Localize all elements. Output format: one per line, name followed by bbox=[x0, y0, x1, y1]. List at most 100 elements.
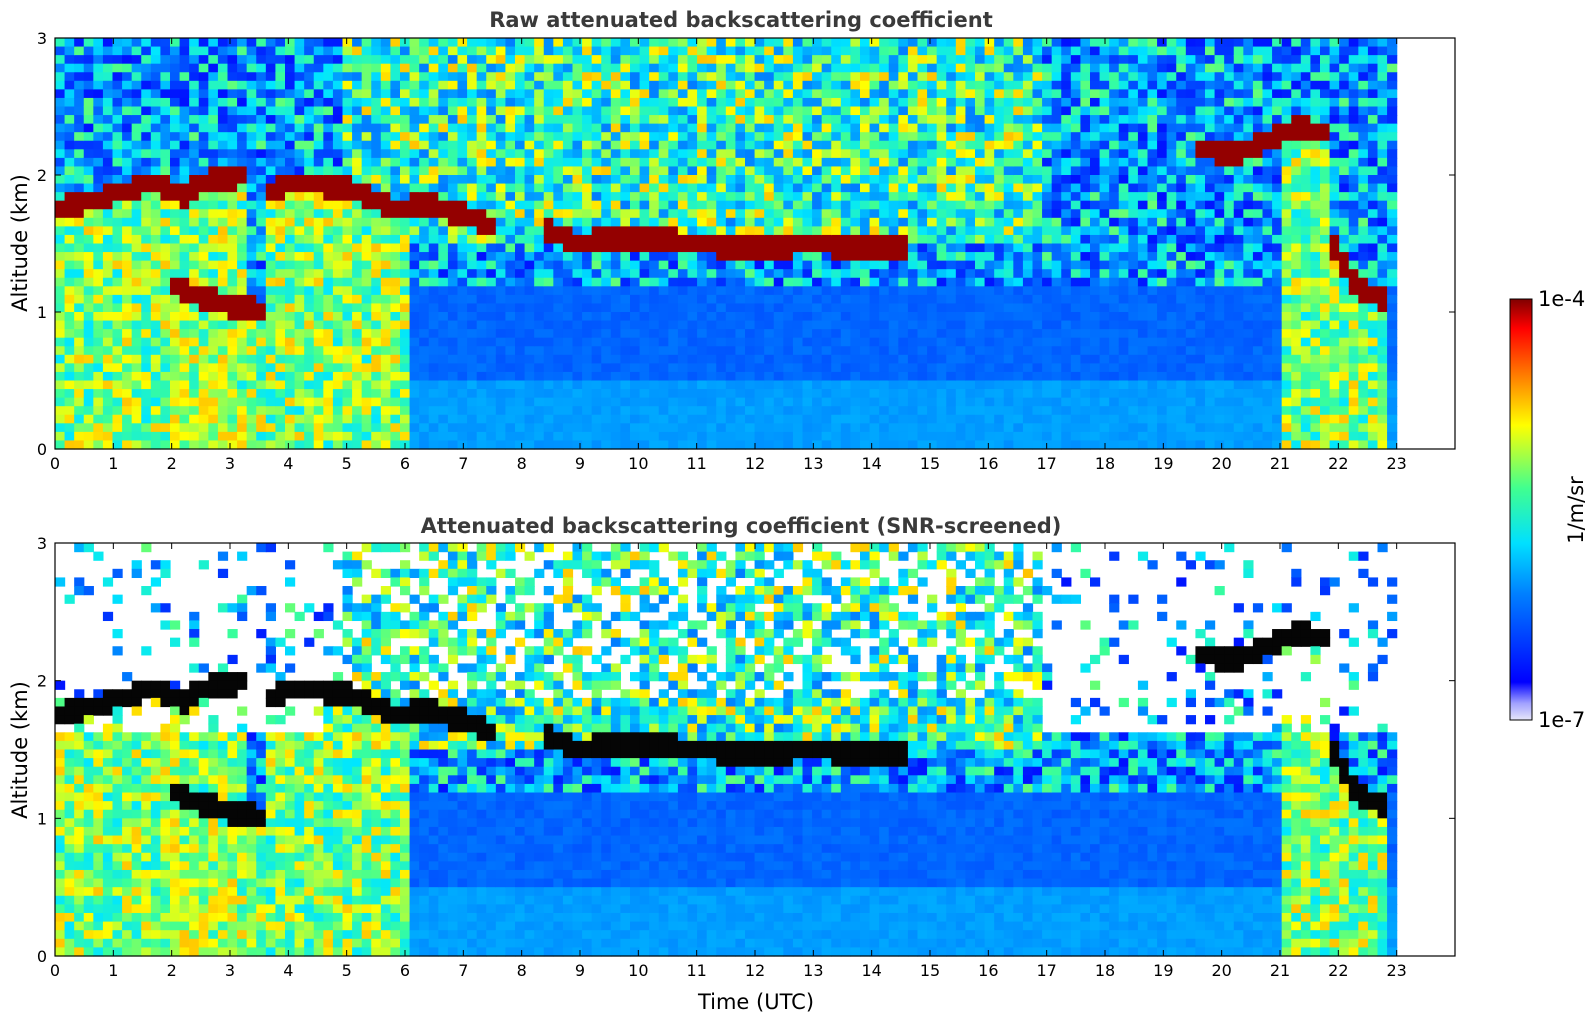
heatmap-cell bbox=[294, 46, 305, 56]
heatmap-cell bbox=[610, 354, 622, 364]
heatmap-cell bbox=[285, 294, 296, 305]
heatmap-cell bbox=[217, 200, 229, 210]
heatmap-cell bbox=[438, 234, 449, 245]
heatmap-cell bbox=[64, 217, 75, 227]
heatmap-cell bbox=[706, 320, 717, 330]
heatmap-cell bbox=[802, 389, 813, 399]
heatmap-cell bbox=[994, 72, 1005, 82]
heatmap-cell bbox=[591, 89, 602, 99]
heatmap-cell bbox=[802, 97, 813, 108]
heatmap-cell bbox=[198, 431, 209, 442]
heatmap-cell bbox=[716, 406, 727, 416]
heatmap-cell bbox=[265, 192, 277, 202]
heatmap-cell bbox=[1032, 132, 1043, 142]
heatmap-cell bbox=[524, 97, 535, 108]
heatmap-cell bbox=[706, 354, 717, 364]
heatmap-cell bbox=[275, 346, 286, 356]
heatmap-cell bbox=[285, 183, 296, 193]
heatmap-cell bbox=[198, 277, 209, 287]
heatmap-cell bbox=[869, 303, 880, 313]
heatmap-cell bbox=[179, 371, 190, 382]
heatmap-cell bbox=[524, 226, 535, 236]
heatmap-cell bbox=[515, 329, 526, 339]
heatmap-cell bbox=[927, 269, 938, 279]
heatmap-cell bbox=[371, 192, 382, 202]
heatmap-cell bbox=[55, 397, 66, 407]
heatmap-cell bbox=[639, 389, 650, 399]
heatmap-cell bbox=[476, 354, 487, 364]
heatmap-cell bbox=[802, 380, 813, 390]
heatmap-cell bbox=[716, 63, 727, 73]
heatmap-cell bbox=[361, 371, 372, 382]
heatmap-cell bbox=[371, 55, 382, 65]
heatmap-cell bbox=[1013, 277, 1024, 287]
heatmap-cell bbox=[208, 140, 219, 150]
heatmap-cell bbox=[955, 115, 967, 125]
heatmap-cell bbox=[208, 46, 219, 56]
heatmap-cell bbox=[543, 389, 554, 399]
heatmap-cell bbox=[783, 166, 794, 176]
heatmap-cell bbox=[1013, 63, 1024, 73]
heatmap-cell bbox=[773, 200, 784, 210]
heatmap-cell bbox=[409, 346, 420, 356]
heatmap-cell bbox=[380, 371, 392, 382]
heatmap-cell bbox=[687, 389, 698, 399]
heatmap-cell bbox=[668, 115, 679, 125]
heatmap-cell bbox=[1003, 371, 1014, 382]
heatmap-cell bbox=[294, 329, 305, 339]
heatmap-cell bbox=[888, 63, 899, 73]
heatmap-cell bbox=[812, 431, 823, 442]
heatmap-cell bbox=[745, 175, 756, 185]
heatmap-cell bbox=[476, 72, 487, 82]
heatmap-cell bbox=[495, 329, 507, 339]
heatmap-cell bbox=[965, 80, 976, 90]
heatmap-cell bbox=[1022, 329, 1034, 339]
heatmap-cell bbox=[898, 115, 909, 125]
heatmap-cell bbox=[764, 209, 775, 219]
heatmap-cell bbox=[572, 115, 583, 125]
heatmap-cell bbox=[102, 440, 114, 450]
heatmap-cell bbox=[208, 89, 219, 99]
heatmap-cell bbox=[495, 209, 507, 219]
heatmap-cell bbox=[198, 226, 209, 236]
heatmap-cell bbox=[55, 414, 66, 424]
heatmap-cell bbox=[850, 414, 861, 424]
heatmap-cell bbox=[179, 38, 190, 48]
heatmap-cell bbox=[447, 397, 459, 407]
heatmap-cell bbox=[553, 312, 564, 322]
heatmap-cell bbox=[1013, 329, 1024, 339]
heatmap-cell bbox=[419, 303, 430, 313]
heatmap-cell bbox=[754, 397, 765, 407]
heatmap-cell bbox=[687, 431, 698, 442]
heatmap-cell bbox=[936, 414, 947, 424]
heatmap-cell bbox=[649, 277, 660, 287]
heatmap-cell bbox=[275, 140, 286, 150]
heatmap-cell bbox=[802, 277, 813, 287]
heatmap-cell bbox=[745, 140, 756, 150]
heatmap-cell bbox=[323, 337, 334, 347]
heatmap-cell bbox=[237, 123, 248, 133]
heatmap-cell bbox=[840, 175, 852, 185]
heatmap-cell bbox=[313, 38, 324, 48]
heatmap-cell bbox=[907, 260, 919, 270]
heatmap-cell bbox=[189, 337, 200, 347]
heatmap-cell bbox=[112, 312, 123, 322]
heatmap-cell bbox=[783, 132, 794, 142]
heatmap-cell bbox=[582, 260, 593, 270]
heatmap-cell bbox=[850, 149, 861, 159]
heatmap-cell bbox=[390, 106, 401, 116]
heatmap-cell bbox=[649, 269, 660, 279]
heatmap-cell bbox=[706, 397, 717, 407]
heatmap-cell bbox=[275, 38, 286, 48]
heatmap-cell bbox=[927, 294, 938, 305]
heatmap-cell bbox=[524, 320, 535, 330]
heatmap-cell bbox=[946, 157, 957, 168]
heatmap-cell bbox=[179, 346, 190, 356]
heatmap-cell bbox=[150, 217, 162, 227]
heatmap-cell bbox=[495, 106, 507, 116]
heatmap-cell bbox=[400, 106, 411, 116]
heatmap-cell bbox=[735, 329, 746, 339]
heatmap-cell bbox=[907, 149, 919, 159]
heatmap-cell bbox=[946, 243, 957, 253]
heatmap-cell bbox=[275, 277, 286, 287]
